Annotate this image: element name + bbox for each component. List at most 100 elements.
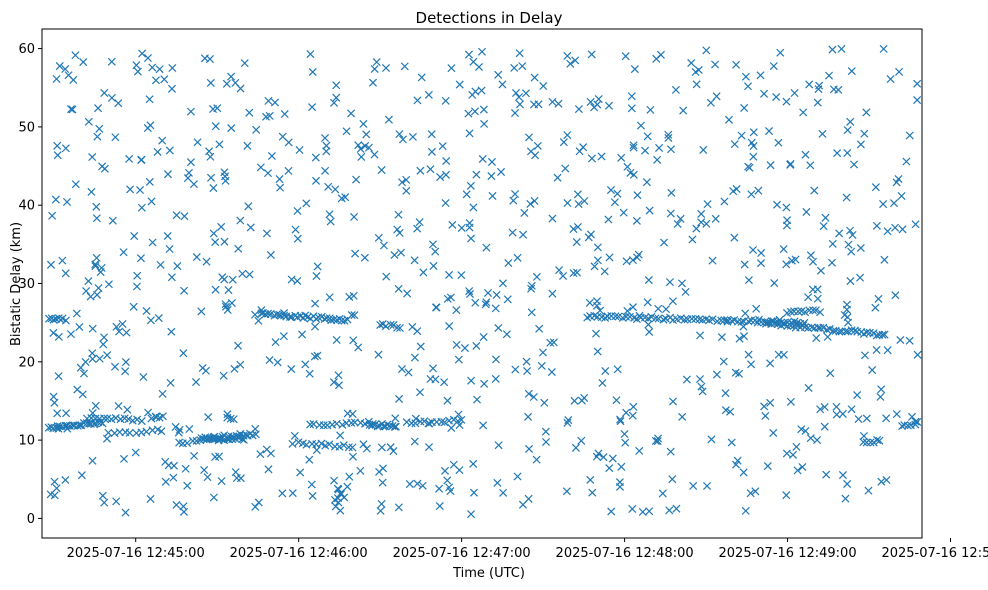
- detection-point: [585, 298, 594, 307]
- detection-point: [642, 178, 651, 187]
- x-tick-label: 2025-07-16 12:46:00: [230, 546, 368, 561]
- detection-point: [445, 416, 454, 425]
- detection-point: [239, 435, 248, 444]
- detection-point: [336, 490, 345, 499]
- detection-point: [103, 351, 112, 360]
- detection-point: [350, 311, 359, 320]
- detection-point: [667, 188, 676, 197]
- detection-point: [488, 191, 497, 200]
- detection-point: [566, 59, 575, 68]
- detection-point: [115, 327, 124, 336]
- detection-point: [828, 239, 837, 248]
- detection-point: [233, 341, 243, 350]
- detection-point: [123, 405, 132, 414]
- detection-point: [699, 145, 708, 154]
- detection-point: [313, 262, 322, 271]
- detection-point: [792, 442, 801, 451]
- detection-point: [133, 415, 142, 424]
- detection-point: [452, 340, 461, 349]
- detection-point: [537, 361, 546, 370]
- detection-point: [828, 45, 837, 54]
- detection-point: [810, 186, 819, 195]
- detection-point: [347, 418, 356, 427]
- detection-point: [200, 466, 209, 475]
- detection-point: [798, 462, 807, 472]
- detection-point: [741, 309, 750, 318]
- detection-point: [188, 436, 197, 445]
- detection-point: [362, 130, 371, 139]
- detection-point: [744, 162, 753, 171]
- detection-point: [230, 364, 239, 373]
- detection-point: [332, 81, 341, 90]
- x-tick-label: 2025-07-16 12:50:00: [881, 546, 988, 561]
- detection-point: [652, 54, 661, 63]
- detection-point: [86, 292, 95, 301]
- detection-point: [611, 312, 620, 321]
- detection-point: [668, 297, 677, 306]
- detection-point: [92, 253, 101, 262]
- detection-point: [114, 99, 123, 108]
- detection-point: [840, 310, 849, 320]
- detection-point: [636, 121, 645, 130]
- detection-point: [641, 146, 650, 155]
- detection-point: [326, 217, 335, 226]
- detection-point: [88, 324, 97, 333]
- detection-point: [284, 166, 293, 175]
- detection-point: [891, 223, 900, 232]
- detection-point: [856, 243, 865, 253]
- detection-point: [217, 477, 226, 486]
- detection-point: [573, 222, 582, 231]
- y-tick-label: 10: [18, 434, 35, 449]
- detection-point: [494, 70, 503, 79]
- detection-point: [902, 157, 911, 166]
- detection-point: [800, 323, 810, 332]
- detection-point: [107, 57, 116, 66]
- detection-point: [246, 223, 255, 232]
- detection-point: [163, 170, 173, 179]
- detection-point: [445, 322, 454, 331]
- detection-point: [133, 67, 142, 76]
- detection-point: [378, 478, 387, 487]
- detection-point: [587, 50, 596, 59]
- detection-point: [175, 425, 184, 434]
- detection-point: [522, 357, 531, 366]
- detection-point: [696, 375, 705, 384]
- detection-point: [754, 315, 764, 324]
- detection-point: [783, 321, 792, 331]
- detection-point: [360, 253, 369, 262]
- detection-point: [464, 109, 473, 118]
- detection-point: [61, 475, 70, 485]
- detection-point: [843, 126, 852, 135]
- detection-point: [880, 255, 889, 264]
- detection-point: [227, 72, 236, 81]
- detection-point: [613, 189, 622, 198]
- detection-point: [398, 178, 407, 187]
- detection-point: [672, 504, 681, 513]
- detection-point: [220, 275, 229, 284]
- detection-point: [215, 140, 224, 149]
- detection-point: [164, 461, 173, 470]
- detection-point: [325, 210, 334, 219]
- detection-point: [730, 140, 739, 149]
- detection-point: [121, 367, 130, 376]
- detection-point: [256, 450, 265, 459]
- detection-point: [209, 229, 218, 238]
- detection-point: [822, 325, 831, 334]
- detection-point: [208, 434, 217, 443]
- detection-point: [394, 210, 403, 219]
- detection-point: [356, 144, 365, 154]
- detection-point: [136, 254, 145, 263]
- detection-point: [341, 193, 350, 202]
- detection-point: [257, 306, 266, 315]
- detection-point: [201, 366, 210, 375]
- detection-point: [413, 224, 422, 233]
- detection-point: [415, 218, 424, 227]
- detection-point: [850, 326, 859, 335]
- detection-point: [310, 352, 319, 361]
- detection-point: [362, 444, 371, 453]
- detection-point: [440, 418, 449, 427]
- detection-point: [276, 183, 285, 192]
- detection-point: [837, 44, 846, 53]
- detection-point: [806, 434, 815, 443]
- detection-point: [186, 107, 195, 116]
